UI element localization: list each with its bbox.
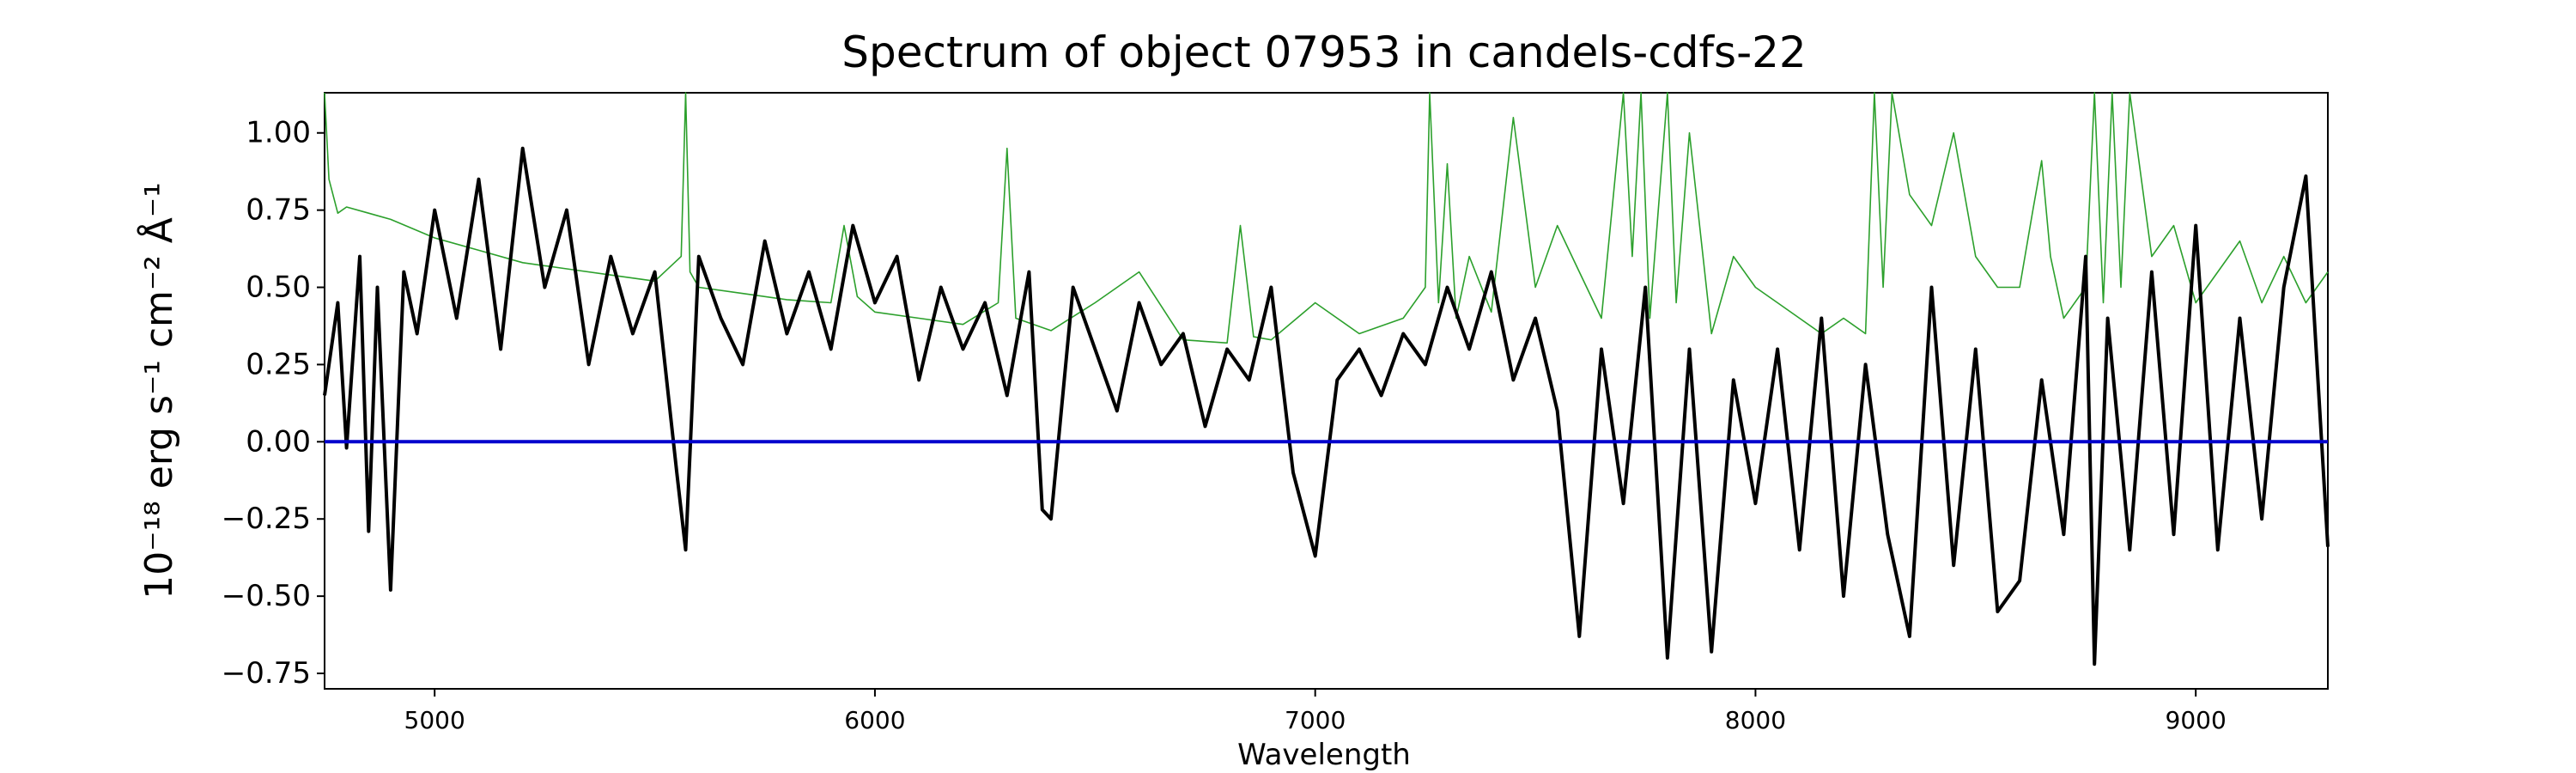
y-tick-label: −0.50 xyxy=(222,579,311,613)
x-tick-label: 9000 xyxy=(2166,706,2227,734)
error-series-line xyxy=(324,92,2329,344)
y-axis: −0.75 −0.50 −0.25 0.00 0.25 0.50 0.75 1.00 xyxy=(222,116,325,691)
y-tick-label: 0.75 xyxy=(246,193,311,228)
y-tick-label: −0.25 xyxy=(222,502,311,536)
y-tick-label: 1.00 xyxy=(246,116,311,150)
x-axis-label: Wavelength xyxy=(1237,738,1411,772)
x-tick-label: 5000 xyxy=(404,706,465,734)
x-tick-label: 6000 xyxy=(844,706,905,734)
flux-series-line xyxy=(323,146,2330,666)
plot-frame xyxy=(324,92,2329,690)
chart-title: Spectrum of object 07953 in candels-cdfs… xyxy=(841,27,1807,77)
x-axis: 5000 6000 7000 8000 9000 xyxy=(404,689,2227,734)
y-tick-label: 0.25 xyxy=(246,347,311,381)
series-layer xyxy=(323,92,2330,666)
y-tick-label: −0.75 xyxy=(222,656,311,691)
y-tick-label: 0.00 xyxy=(246,424,311,459)
x-tick-label: 8000 xyxy=(1725,706,1786,734)
y-axis-label: 10⁻¹⁸ erg s⁻¹ cm⁻² Å⁻¹ xyxy=(136,182,181,599)
y-tick-label: 0.50 xyxy=(246,271,311,305)
x-tick-label: 7000 xyxy=(1285,706,1346,734)
